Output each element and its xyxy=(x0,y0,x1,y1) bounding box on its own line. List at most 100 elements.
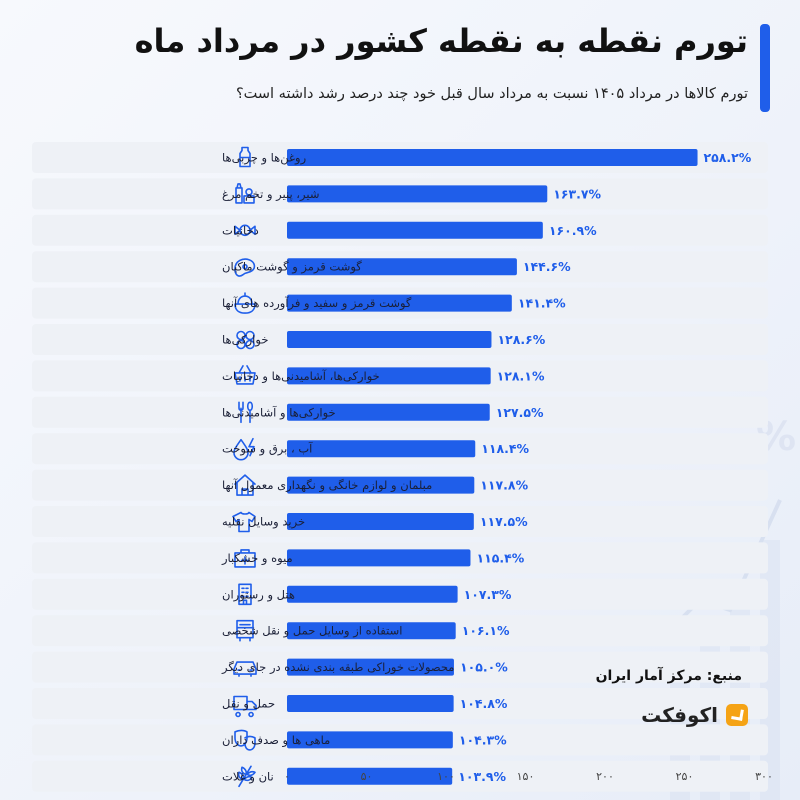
bar-value-label: ۱۴۱.۴% xyxy=(518,296,566,311)
category-label: روغن‌ها و چربی‌ها xyxy=(222,151,306,166)
category-label: گوشت قرمز و گوشت ماکیان xyxy=(222,260,362,275)
bar-value-label: ۱۲۸.۶% xyxy=(497,332,545,347)
bar xyxy=(287,221,543,239)
snacks-icon xyxy=(236,330,255,350)
category-label: ماهی ها و صدف داران xyxy=(222,733,330,748)
utensils-icon xyxy=(238,401,254,424)
bar-value-label: ۱۱۷.۵% xyxy=(480,514,528,529)
dairy-icon xyxy=(235,183,255,204)
category-label: استفاده از وسایل حمل و نقل شخصی xyxy=(222,624,402,639)
chart-row: ۱۱۸.۴% آب ، برق و سوخت xyxy=(32,433,768,465)
chart-row: ۱۰۳.۹% نان و غلات xyxy=(32,760,768,792)
bar-value-label: ۱۱۸.۴% xyxy=(481,441,529,456)
tshirt-icon xyxy=(232,511,256,533)
bar xyxy=(287,695,454,712)
bar xyxy=(287,476,475,494)
bar xyxy=(287,622,456,640)
bar-value-label: ۱۴۴.۶% xyxy=(523,259,571,274)
bar xyxy=(287,258,517,276)
bar xyxy=(287,440,476,458)
logo-mark-icon xyxy=(726,704,748,726)
wheat-icon xyxy=(237,765,256,788)
bar xyxy=(287,367,491,385)
x-tick-label: ۱۰۰ xyxy=(437,770,455,783)
bar xyxy=(287,549,471,567)
first-aid-icon xyxy=(234,549,256,568)
x-tick-label: ۲۰۰ xyxy=(596,770,614,783)
bar xyxy=(287,403,490,421)
bar-value-label: ۱۱۷.۸% xyxy=(480,478,528,493)
chart-rows: ۲۵۸.۲% روغن‌ها و چربی‌ها ۱۶۳.۷% شیر، پنیر و… xyxy=(32,142,768,792)
candy-icon xyxy=(234,224,256,237)
chart-row: ۱۰۴.۸% حمل و نقل xyxy=(32,688,768,719)
category-label: خوارکی‌ها xyxy=(222,333,268,348)
logo-text: اکوفکت xyxy=(641,703,718,727)
bar-value-label: ۱۰۷.۳% xyxy=(464,587,512,602)
chart-row: ۱۰۶.۱% استفاده از وسایل حمل و نقل شخصی xyxy=(32,615,768,647)
car-icon xyxy=(233,661,257,677)
bar xyxy=(287,331,492,348)
bar xyxy=(287,658,454,676)
steak-icon xyxy=(234,258,256,277)
category-label: خوارکی‌ها و آشامیدنی‌ها xyxy=(222,405,336,420)
chart-row: ۱۰۷.۳% هتل و رستوران xyxy=(32,578,768,610)
x-axis: ۰ ۵۰ ۱۰۰ ۱۵۰ ۲۰۰ ۲۵۰ ۳۰۰ xyxy=(284,770,773,783)
chart-row: ۱۰۵.۰% محصولات خوراکی طبقه بندی نشده در ج… xyxy=(32,651,768,683)
chart-row: ۱۱۵.۴% میوه و خشکبار xyxy=(32,542,768,574)
bar xyxy=(287,513,474,530)
chart-row: ۱۲۷.۵% خوارکی‌ها و آشامیدنی‌ها xyxy=(32,396,768,428)
category-label: شیر، پنیر و تخم مرغ xyxy=(222,187,319,202)
food-bowl-icon xyxy=(234,292,256,314)
category-label: حمل و نقل xyxy=(222,697,275,712)
chart-row: ۱۲۸.۶% خوارکی‌ها xyxy=(32,324,768,355)
basket-icon xyxy=(234,365,256,385)
bar-value-label: ۲۵۸.۲% xyxy=(704,150,752,165)
bar-value-label: ۱۶۳.۷% xyxy=(553,186,601,201)
hotel-icon xyxy=(238,583,252,606)
category-label: گوشت قرمز و سفید و فرآورده های آنها xyxy=(222,296,412,311)
category-label: میوه و خشکبار xyxy=(221,551,293,566)
x-tick-label: ۰ xyxy=(284,770,290,783)
bar-value-label: ۱۱۵.۴% xyxy=(476,550,524,565)
category-label: مبلمان و لوازم خانگی و نگهداری معمول آنه… xyxy=(222,478,432,493)
bar xyxy=(287,585,458,603)
chart-row: ۱۱۷.۸% مبلمان و لوازم خانگی و نگهداری معم… xyxy=(32,469,768,501)
source-note: منبع: مرکز آمار ایران xyxy=(595,668,742,684)
bus-icon xyxy=(236,619,254,642)
chart-row: ۱۶۰.۹% دخانیات xyxy=(32,214,768,246)
category-label: خوارکی‌ها، آشامیدنی‌ها و دخانیات xyxy=(222,369,380,384)
category-label: محصولات خوراکی طبقه بندی نشده در جای دیگ… xyxy=(221,660,454,675)
bar-value-label: ۱۶۰.۹% xyxy=(549,223,597,238)
bar xyxy=(287,731,453,749)
chart-row: ۱۴۱.۴% گوشت قرمز و سفید و فرآورده های آنه… xyxy=(32,287,768,319)
x-tick-label: ۵۰ xyxy=(361,770,373,783)
masks-icon xyxy=(234,729,256,751)
category-label: دخانیات xyxy=(222,223,259,237)
page-title: تورم نقطه به نقطه کشور در مرداد ماه xyxy=(134,22,748,60)
bar-value-label: ۱۲۸.۱% xyxy=(497,368,545,383)
bar-value-label: ۱۰۴.۳% xyxy=(459,732,507,747)
category-label: آب ، برق و سوخت xyxy=(222,442,313,457)
bar-value-label: ۱۰۴.۸% xyxy=(460,696,508,711)
category-label: خرید وسایل نقلیه xyxy=(222,515,305,530)
chart-row: ۱۲۸.۱% خوارکی‌ها، آشامیدنی‌ها و دخانیات xyxy=(32,360,768,392)
bar xyxy=(287,767,453,785)
brand-logo: اکوفکت xyxy=(641,703,748,727)
chart-row: ۱۱۷.۵% خرید وسایل نقلیه xyxy=(32,506,768,537)
bar xyxy=(287,294,512,312)
bottle-icon xyxy=(239,146,251,168)
x-tick-label: ۱۵۰ xyxy=(517,770,535,783)
title-accent-bar xyxy=(760,24,770,112)
category-label: هتل و رستوران xyxy=(222,587,295,602)
bar-value-label: ۱۲۷.۵% xyxy=(496,405,544,420)
truck-icon xyxy=(233,695,257,718)
bar-value-label: ۱۰۳.۹% xyxy=(458,769,506,784)
chart-row: ۱۴۴.۶% گوشت قرمز و گوشت ماکیان xyxy=(32,251,768,283)
x-tick-label: ۳۰۰ xyxy=(755,770,773,783)
bar xyxy=(287,149,698,166)
bar-value-label: ۱۰۶.۱% xyxy=(462,623,510,638)
chart-row: ۲۵۸.۲% روغن‌ها و چربی‌ها xyxy=(32,142,768,173)
x-tick-label: ۲۵۰ xyxy=(676,770,694,783)
